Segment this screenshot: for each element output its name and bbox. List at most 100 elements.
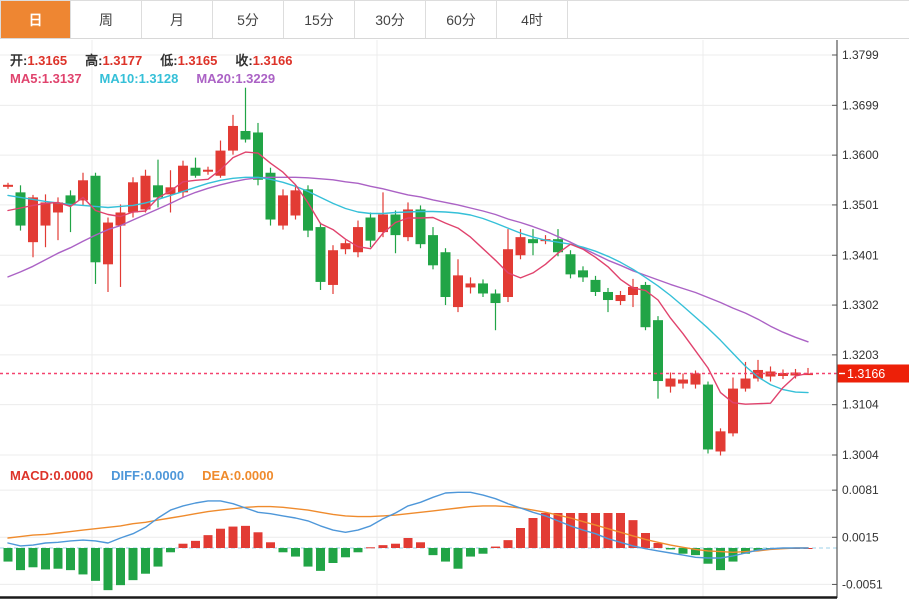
legend-label: 收: [235, 53, 253, 68]
candle-body [115, 212, 126, 226]
candle-body [728, 388, 738, 434]
tab-label: 月 [170, 11, 184, 28]
candle-body [315, 227, 326, 282]
candle-body [478, 283, 488, 294]
candle-body [715, 431, 726, 452]
candle-body [265, 172, 276, 220]
macd-legend: MACD:0.0000 DIFF:0.0000 DEA:0.0000 [10, 468, 292, 483]
candle-body [378, 214, 388, 233]
tab-月[interactable]: 月 [142, 1, 213, 38]
tab-15分[interactable]: 15分 [284, 1, 355, 38]
macd-bar [153, 548, 163, 567]
candle-body [453, 275, 463, 308]
macd-bar [591, 512, 600, 548]
candle-body [53, 202, 63, 213]
price-tick-label: 1.3401 [842, 248, 879, 262]
macd-bar [741, 548, 750, 554]
tab-5分[interactable]: 5分 [213, 1, 284, 38]
macd-bar [703, 548, 713, 564]
ma5-line [7, 151, 809, 405]
tab-日[interactable]: 日 [0, 1, 71, 38]
legend-label: 高: [85, 53, 103, 68]
candle-body [653, 320, 663, 382]
macd-bar [353, 548, 363, 553]
price-tick-label: 1.3501 [842, 198, 879, 212]
candle-body [278, 195, 288, 226]
candle-body [3, 184, 13, 187]
macd-bar [291, 548, 300, 557]
macd-bar [116, 548, 125, 586]
diff-line [7, 491, 809, 559]
candle-body [490, 293, 501, 304]
tab-4时[interactable]: 4时 [497, 1, 568, 38]
candle-body [78, 180, 88, 201]
candle-body [390, 214, 401, 236]
macd-bar [178, 543, 188, 548]
macd-bar [403, 537, 413, 548]
candle-body [240, 130, 251, 140]
macd-bar [216, 528, 225, 548]
candle-body [403, 209, 413, 238]
macd-bar [441, 548, 450, 562]
macd-bar [503, 540, 513, 548]
macd-bar [728, 548, 738, 562]
candle-body [65, 195, 76, 206]
macd-bar [378, 545, 388, 548]
macd-bar [566, 512, 575, 548]
legend-value: 1.3165 [177, 53, 218, 68]
macd-bar [603, 512, 613, 548]
macd-bar [191, 540, 200, 548]
legend-value: 0.0000 [144, 468, 185, 483]
tab-60分[interactable]: 60分 [426, 1, 497, 38]
tab-30分[interactable]: 30分 [355, 1, 426, 38]
tab-label: 60分 [446, 11, 476, 28]
candle-body [415, 209, 426, 245]
legend-label: 开: [10, 53, 28, 68]
candle-body [678, 379, 688, 384]
macd-tick-label: 0.0015 [842, 530, 879, 544]
macd-bar [203, 535, 213, 548]
legend-item: MACD:0.0000 [10, 468, 93, 483]
candle-body [578, 270, 588, 278]
macd-bar [478, 548, 488, 554]
legend-item: MA20:1.3229 [196, 71, 275, 86]
tab-周[interactable]: 周 [71, 1, 142, 38]
macd-bar [391, 543, 400, 548]
macd-bar [453, 548, 463, 569]
candle-body [365, 217, 376, 241]
candle-body [340, 243, 351, 250]
legend-item: 开:1.3165 [10, 53, 67, 68]
legend-item: DEA:0.0000 [202, 468, 274, 483]
legend-item: MA5:1.3137 [10, 71, 82, 86]
last-price-text: 1.3166 [847, 367, 885, 381]
macd-bar [666, 548, 675, 550]
candle-body [253, 132, 263, 180]
candle-body [565, 254, 576, 275]
tab-label: 4时 [521, 11, 543, 28]
macd-tick-label: -0.0051 [842, 577, 883, 591]
legend-item: 高:1.3177 [85, 53, 142, 68]
ma20-line [7, 176, 809, 343]
price-tick-label: 1.3699 [842, 98, 879, 112]
macd-bar [616, 512, 625, 548]
macd-bar [553, 512, 563, 548]
legend-label: MACD: [10, 468, 54, 483]
macd-bar [678, 548, 688, 554]
macd-bar [528, 517, 538, 548]
candle-body [640, 284, 651, 328]
price-tick-label: 1.3203 [842, 348, 879, 362]
candle-body [228, 125, 238, 151]
legend-label: 低: [160, 53, 178, 68]
macd-bar [716, 548, 725, 571]
macd-bar [228, 526, 238, 548]
candle-body [178, 165, 188, 193]
last-price-badge [837, 364, 909, 383]
macd-bar [303, 548, 313, 567]
candle-body [690, 373, 701, 385]
macd-bar [516, 527, 525, 548]
tab-label: 日 [28, 11, 43, 28]
candle-body [303, 189, 313, 231]
macd-bar [28, 548, 38, 568]
macd-bar [128, 548, 138, 581]
